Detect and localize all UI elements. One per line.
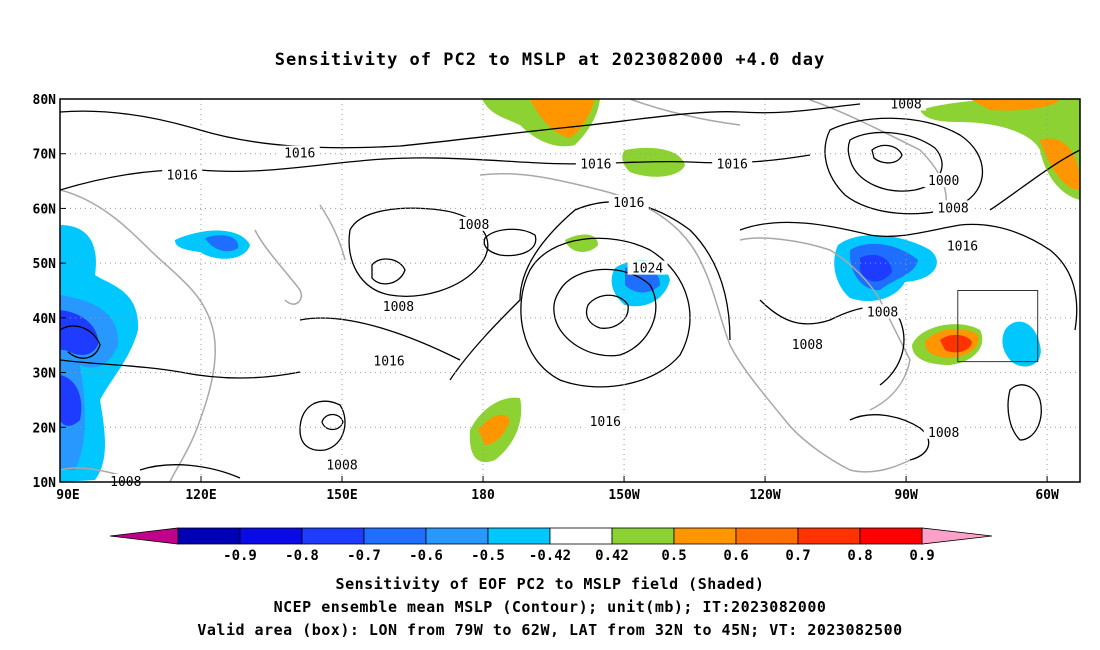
lat-tick-label: 20N [33,421,57,436]
contour-label-bg [886,96,927,111]
contour-label-bg [627,260,668,275]
colorbar-label: 0.8 [847,548,872,564]
colorbar-label: 0.5 [661,548,686,564]
coastlines [60,99,947,482]
contour-label: 1000 [928,174,959,189]
colorbar-bin [611,527,675,545]
lon-tick-label: 120W [749,488,780,503]
colorbar-bin [363,527,427,545]
colorbar-bin [735,527,799,545]
latitude-axis: 80N 70N 60N 50N 40N 30N 20N 10N [33,93,66,491]
contour-label-bg [575,156,616,171]
contour-label-bg [933,200,974,215]
map-figure: 1008 1016 1016 1016 1000 1016 1016 1008 1008 1016… [33,93,1081,564]
lat-tick-label: 30N [33,367,57,382]
lat-tick-label: 40N [33,312,57,327]
contour-label-bg [162,167,203,182]
colorbar-label: 0.7 [785,548,810,564]
contour-label: 1008 [937,201,968,216]
contour-label-bg [105,474,146,488]
lon-tick-label: 150E [326,488,357,503]
longitude-axis: 90E 120E 150E 180 150W 120W 90W 60W [56,476,1059,503]
colorbar-label: -0.8 [285,548,319,564]
colorbar-label: 0.42 [595,548,629,564]
lat-lon-grid [60,99,1080,482]
lon-tick-label: 90W [894,488,918,503]
contour-label: 1016 [947,240,978,255]
lon-tick-label: 60W [1035,488,1059,503]
contour-label: 1016 [373,355,404,370]
contour-label: 1008 [792,338,823,353]
contour-label-bg [862,304,903,319]
colorbar-bin [549,527,613,545]
colorbar-over-arrow [921,527,993,545]
lat-tick-label: 10N [33,476,57,491]
lon-tick-label: 150W [608,488,639,503]
colorbar-bin [301,527,365,545]
contour-label-bg [585,413,626,428]
contour-label: 1008 [326,459,357,474]
contour-label: 1024 [632,262,663,277]
lat-tick-label: 60N [33,202,57,217]
contour-label-bg [369,353,410,368]
contour-label: 1008 [867,305,898,320]
colorbar-bin [859,527,923,545]
lat-tick-label: 50N [33,257,57,272]
contour-labels: 1008 1016 1016 1016 1000 1016 1016 1008 1008 1016… [105,96,983,490]
sensitivity-shading [60,99,1080,482]
contour-label-bg [279,145,320,160]
contour-label: 1008 [458,218,489,233]
caption-line-3: Valid area (box): LON from 79W to 62W, L… [197,621,903,639]
caption-line-1: Sensitivity of EOF PC2 to MSLP field (Sh… [335,575,765,593]
colorbar-bin [673,527,737,545]
contour-label: 1008 [383,300,414,315]
contour-label: 1008 [928,426,959,441]
colorbar-bin [487,527,551,545]
contour-label-bg [923,424,964,439]
colorbar-label: -0.9 [223,548,257,564]
contour-label: 1016 [613,196,644,211]
lon-tick-label: 120E [185,488,216,503]
pressure-contours [60,103,1080,479]
contour-label: 1008 [890,97,921,112]
valid-area-box [957,290,1039,363]
colorbar-label: 0.6 [723,548,748,564]
contour-label-bg [322,457,363,472]
colorbar-bin [797,527,861,545]
caption-line-2: NCEP ensemble mean MSLP (Contour); unit(… [273,598,827,616]
colorbar-bin [177,527,241,545]
contour-label-bg [378,298,419,313]
contour-label: 1016 [717,158,748,173]
contour-label-bg [608,194,649,209]
map-frame [59,98,1081,483]
lat-tick-label: 70N [33,148,57,163]
map-title: Sensitivity of PC2 to MSLP at 2023082000… [274,50,826,70]
colorbar-label: -0.5 [471,548,505,564]
colorbar-under-arrow [109,527,179,545]
contour-label-bg [942,238,983,253]
contour-label: 1016 [590,415,621,430]
map-background [60,99,1080,482]
colorbar-label: -0.7 [347,548,381,564]
lon-tick-label: 180 [471,488,495,503]
contour-label-bg [923,173,964,188]
contour-label-bg [453,216,494,231]
contour-label-bg [712,156,753,171]
colorbar-label: -0.42 [529,548,571,564]
contour-label-bg [787,337,828,352]
lon-tick-label: 90E [56,488,79,503]
colorbar-label: -0.6 [409,548,443,564]
colorbar-bin [425,527,489,545]
contour-label: 1016 [580,158,611,173]
colorbar-label: 0.9 [909,548,934,564]
contour-label: 1016 [167,169,198,184]
contour-label: 1016 [284,147,315,162]
colorbar-bin [239,527,303,545]
colorbar: -0.9 -0.8 -0.7 -0.6 -0.5 -0.42 0.42 0.5 0.6 0.7 0.… [109,527,993,564]
lat-tick-label: 80N [33,93,57,108]
